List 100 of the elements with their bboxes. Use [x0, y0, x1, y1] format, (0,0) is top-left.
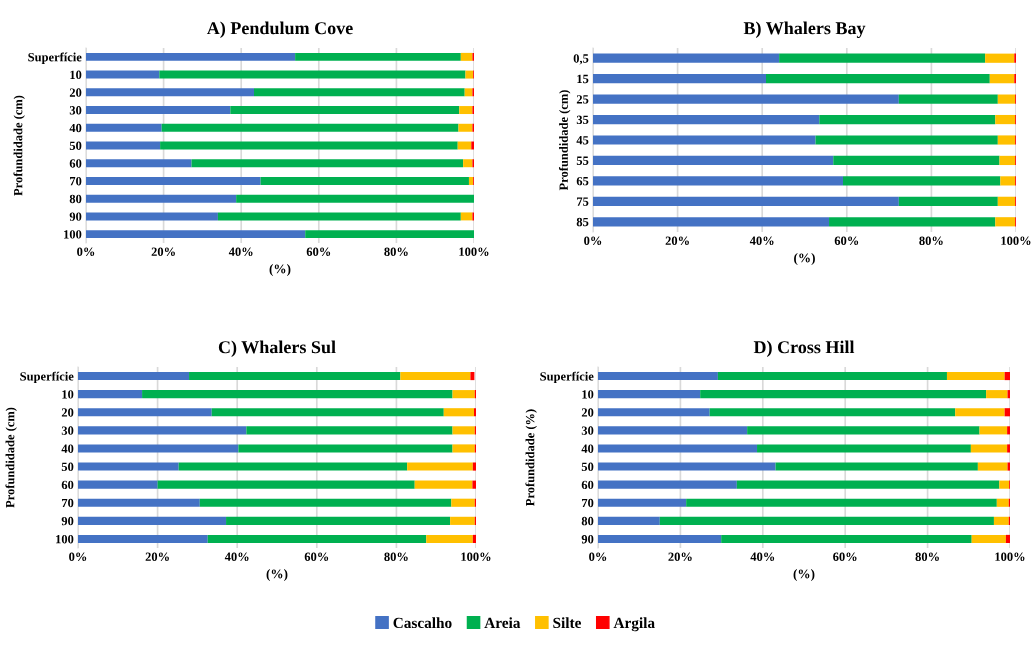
bar [400, 371, 471, 381]
bar [86, 212, 218, 221]
y-tick-label: 75 [577, 197, 589, 206]
bar [977, 462, 1008, 471]
y-tick-label: 60 [69, 159, 82, 168]
y-tick-label: 30 [61, 426, 74, 435]
bar [207, 534, 427, 544]
bar [815, 135, 998, 145]
bar [470, 371, 475, 381]
bar [246, 426, 453, 435]
bar [995, 114, 1016, 125]
x-tick-label: 100% [995, 552, 1025, 561]
bar [598, 498, 687, 507]
y-axis-title: Profundidade (cm) [13, 95, 25, 196]
bar [757, 444, 971, 453]
bar [598, 444, 758, 453]
bar [472, 534, 476, 544]
bar [142, 390, 453, 399]
y-tick-label: 65 [576, 176, 589, 186]
y-tick-label: 40 [581, 444, 594, 453]
bar [829, 217, 996, 227]
bar [452, 444, 475, 453]
bar [598, 426, 748, 435]
bar [999, 480, 1010, 489]
y-tick-label: 25 [576, 95, 589, 104]
bar [721, 534, 972, 544]
x-tick-label: 40% [750, 552, 775, 561]
x-tick-label: 80% [384, 552, 408, 561]
y-axis-title: Profundidade (cm) [5, 407, 17, 508]
bar [985, 53, 1015, 63]
y-tick-label: 90 [581, 534, 594, 544]
bar [1005, 534, 1010, 544]
bar [955, 408, 1005, 417]
x-tick-label: 20% [668, 552, 692, 561]
bar [979, 426, 1008, 435]
x-tick-label: 0% [77, 247, 95, 256]
bar [598, 462, 776, 471]
bar [598, 371, 718, 381]
bar [995, 217, 1016, 227]
bar [452, 390, 475, 399]
bar [295, 52, 461, 61]
y-tick-label: 40 [69, 123, 82, 133]
y-tick-label: 20 [581, 408, 594, 417]
bar [86, 70, 160, 79]
bar [766, 74, 990, 84]
legend-label: Cascalho [393, 617, 452, 629]
bar [414, 480, 473, 489]
y-tick-label: 70 [582, 498, 594, 508]
y-tick-label: Superfície [20, 371, 74, 384]
bar [898, 196, 998, 206]
y-tick-label: 20 [69, 88, 82, 97]
y-tick-label: 50 [61, 462, 74, 472]
x-tick-label: 60% [834, 236, 859, 245]
bar [686, 498, 997, 507]
x-tick-label: 80% [384, 247, 408, 256]
bar [260, 176, 469, 185]
bar [593, 94, 899, 104]
bar [458, 123, 473, 132]
x-axis-title: (%) [793, 569, 815, 582]
bar [460, 212, 473, 221]
bar [86, 52, 296, 61]
x-tick-label: 20% [665, 236, 689, 245]
y-tick-label: 70 [70, 176, 82, 186]
x-tick-label: 0% [589, 552, 607, 561]
bar [157, 480, 415, 489]
x-tick-label: 100% [1001, 236, 1031, 245]
bar [191, 159, 464, 168]
bar [1007, 462, 1010, 471]
bar [997, 196, 1016, 206]
bar [78, 534, 208, 544]
bar [736, 480, 1000, 489]
bar [211, 408, 444, 417]
bar [593, 114, 820, 125]
x-tick-label: 60% [306, 247, 331, 256]
bar [460, 52, 473, 61]
bar [593, 217, 830, 227]
legend-label: Areia [484, 617, 521, 629]
y-tick-label: 100 [64, 230, 82, 239]
bar [775, 462, 978, 471]
y-tick-label: 60 [581, 480, 594, 490]
y-tick-label: 30 [581, 426, 594, 435]
x-tick-label: 40% [749, 236, 774, 245]
bar [199, 498, 452, 507]
y-tick-label: 20 [61, 408, 74, 417]
bar [450, 516, 475, 525]
y-tick-label: 60 [61, 480, 74, 490]
bar [86, 123, 162, 132]
y-tick-label: 10 [582, 390, 594, 399]
bar [465, 70, 474, 79]
bar [819, 114, 996, 125]
bar [78, 408, 212, 417]
bar [996, 498, 1009, 507]
bar [451, 498, 475, 507]
bar [189, 371, 401, 381]
bar [407, 462, 473, 471]
bar [993, 516, 1009, 525]
y-tick-label: 30 [69, 106, 82, 115]
bar [78, 371, 190, 381]
bar [986, 390, 1008, 399]
y-tick-label: 35 [576, 115, 589, 125]
